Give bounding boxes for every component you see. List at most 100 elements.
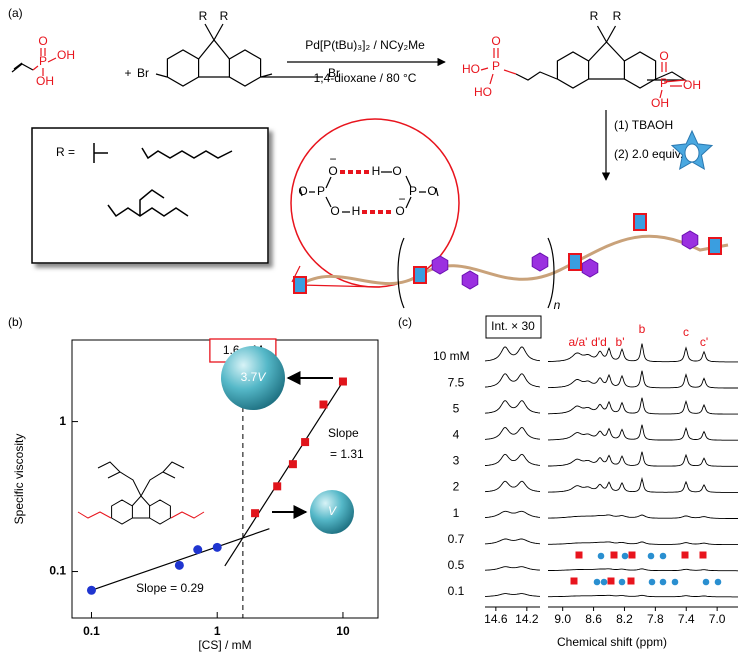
- cd-ring: [293, 276, 307, 294]
- bond: [596, 25, 617, 43]
- atom: P: [660, 76, 668, 90]
- bond: [107, 189, 189, 218]
- x-tick-label: 0.1: [83, 624, 100, 638]
- fluorene-unit: [531, 252, 549, 272]
- marker-dot: [621, 552, 629, 560]
- fluorene-unit: [681, 230, 699, 250]
- peak-label: c': [700, 335, 708, 349]
- r-definition: R =: [56, 145, 75, 159]
- spectrum: [484, 480, 541, 493]
- x-tick-label: 7.0: [709, 612, 726, 626]
- atom: R: [613, 9, 622, 23]
- point: [338, 377, 347, 386]
- spectrum: [547, 476, 738, 493]
- bond: [204, 23, 224, 41]
- bond: [141, 147, 233, 160]
- spectrum: [484, 373, 541, 388]
- condition: Pd[P(tBu)₃]₂ / NCy₂Me: [305, 38, 425, 52]
- atom: P: [409, 184, 417, 198]
- atom: O: [38, 34, 47, 48]
- atom: R: [590, 9, 599, 23]
- concentration-label: 4: [453, 427, 460, 441]
- x-tick-label: 8.6: [585, 612, 602, 626]
- atom: R: [199, 9, 208, 23]
- atom: P: [39, 54, 47, 68]
- intensity-box: [485, 315, 542, 339]
- ring: [166, 49, 200, 87]
- fluorene-unit: [581, 258, 599, 278]
- point: [212, 542, 222, 552]
- spectrum: [547, 370, 738, 389]
- ring: [588, 41, 625, 80]
- spectrum: [548, 424, 738, 441]
- atom: O: [427, 184, 436, 198]
- x-tick-label: 1: [214, 624, 221, 638]
- cd-ring: [413, 266, 427, 284]
- bond: [93, 143, 108, 163]
- marker-square: [681, 551, 689, 559]
- marker-dot: [597, 552, 605, 560]
- peak-label: b': [616, 335, 625, 349]
- slope-label: = 1.31: [330, 447, 364, 461]
- charge: −: [398, 192, 405, 206]
- star-hole: [684, 143, 700, 163]
- marker-dot: [659, 578, 667, 586]
- atom: O: [330, 204, 339, 218]
- bond: [77, 511, 205, 519]
- intensity-label: Int. × 30: [491, 319, 535, 333]
- bond: [299, 187, 439, 197]
- sphere-label: V: [328, 504, 337, 518]
- peak-label: b: [639, 322, 646, 336]
- step: (2) 2.0 equiv.: [614, 147, 683, 161]
- bond: [11, 63, 34, 73]
- marker-dot: [647, 552, 655, 560]
- spectrum: [548, 541, 738, 546]
- slope-label: Slope = 0.29: [136, 581, 204, 595]
- concentration-label: 0.7: [448, 532, 465, 546]
- spectrum: [548, 514, 738, 519]
- bond: [260, 73, 273, 78]
- concentration-label: 10 mM: [433, 349, 470, 363]
- peak-label: d'd: [591, 335, 607, 349]
- point: [288, 460, 297, 469]
- marker-dot: [671, 578, 679, 586]
- bond: [480, 67, 494, 85]
- r-group-box: [31, 127, 269, 264]
- fluorene-unit: [461, 270, 479, 290]
- atom: O: [395, 204, 404, 218]
- marker-square: [627, 577, 635, 585]
- marker-dot: [600, 578, 608, 586]
- spectrum: [484, 427, 541, 440]
- bond: [40, 48, 46, 56]
- peak-label: a/a': [569, 335, 588, 349]
- atom: OH: [683, 78, 701, 92]
- atom: HO: [474, 85, 492, 99]
- sphere-label: 3.7V: [241, 370, 267, 384]
- spectrum: [484, 400, 541, 414]
- cd-ring: [633, 213, 647, 231]
- sphere-label-symbol: V: [257, 370, 266, 384]
- panel-label: (b): [8, 315, 23, 329]
- atom: Br: [137, 66, 149, 80]
- x-tick-label: 14.6: [484, 612, 508, 626]
- atom: OH: [651, 96, 669, 110]
- marker-dot: [702, 578, 710, 586]
- bond: [515, 71, 558, 81]
- x-tick-label: 8.2: [616, 612, 633, 626]
- atom: OH: [36, 74, 54, 88]
- x-tick-label: 9.0: [554, 612, 571, 626]
- y-tick-label: 1: [59, 414, 66, 428]
- concentration-label: 3: [453, 454, 460, 468]
- atom: O: [491, 34, 500, 48]
- point: [251, 509, 260, 518]
- spectrum: [548, 594, 738, 598]
- peak-label: c: [683, 325, 689, 339]
- spectrum: [485, 593, 541, 597]
- concentration-label: 7.5: [448, 375, 465, 389]
- condition: 1,4-dioxane / 80 °C: [314, 71, 417, 85]
- bond: [97, 461, 185, 519]
- point: [301, 438, 310, 447]
- plus-sign: +: [124, 66, 131, 80]
- marker-square: [699, 551, 707, 559]
- fit-line: [91, 528, 270, 591]
